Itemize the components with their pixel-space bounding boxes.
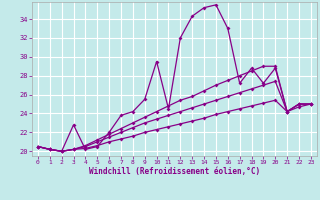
X-axis label: Windchill (Refroidissement éolien,°C): Windchill (Refroidissement éolien,°C) (89, 167, 260, 176)
